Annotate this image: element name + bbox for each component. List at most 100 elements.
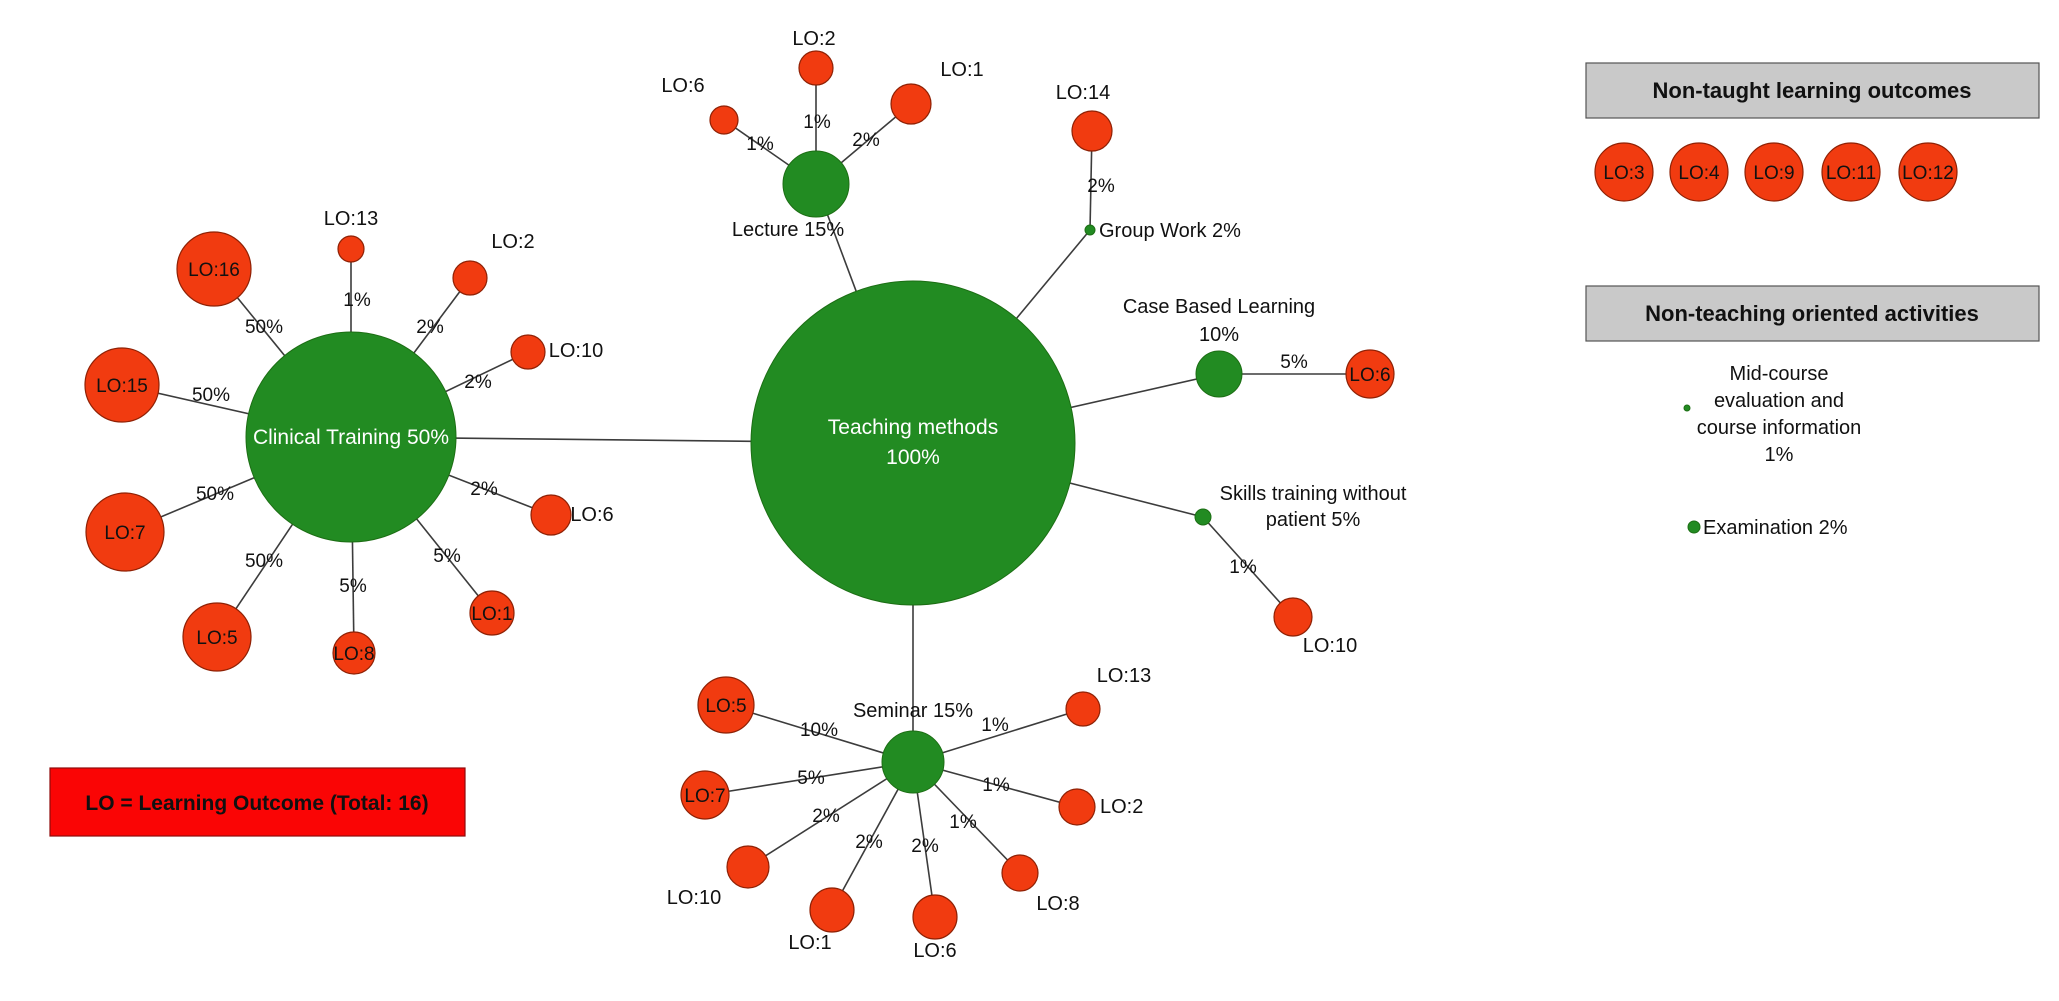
seminar-lo6-label: LO:6	[913, 940, 956, 962]
green-nodes	[245, 150, 1701, 794]
clinical-lo10-pct: 2%	[464, 372, 492, 393]
lecture-lo1-label: LO:1	[940, 59, 983, 81]
casebased-lo6-label: LO:6	[1349, 365, 1390, 386]
teaching-methods-label-line2: 100%	[886, 446, 940, 469]
edge-seminar-lo7	[704, 761, 914, 796]
non-taught-header-box	[1585, 62, 2040, 119]
node-clinical-lo6	[530, 494, 572, 536]
non-teaching-header: Non-teaching oriented activities	[1645, 301, 1979, 326]
clinical-lo10-label: LO:10	[549, 340, 603, 362]
node-clinical-lo16	[176, 231, 252, 307]
node-examination	[1687, 520, 1701, 534]
node-seminar-lo8	[1001, 854, 1039, 892]
nontaught-lo9-label: LO:9	[1753, 163, 1794, 184]
lecture-lo2-label: LO:2	[792, 28, 835, 50]
clinical-lo7-label: LO:7	[104, 523, 145, 544]
node-nontaught-lo9	[1744, 142, 1804, 202]
nontaught-lo12-label: LO:12	[1902, 163, 1954, 184]
seminar-lo5-pct: 10%	[800, 720, 838, 741]
node-clinical-training	[245, 331, 457, 543]
clinical-lo2-pct: 2%	[416, 317, 444, 338]
edge-seminar-lo10	[747, 761, 914, 868]
node-skills-lo10	[1273, 597, 1313, 637]
seminar-lo7-pct: 5%	[797, 768, 825, 789]
casebased-lo6-pct: 5%	[1280, 352, 1308, 373]
node-skills-training	[1194, 508, 1212, 526]
examination-label: Examination 2%	[1703, 517, 1848, 539]
clinical-lo13-label: LO:13	[324, 208, 378, 230]
node-lecture	[782, 150, 850, 218]
seminar-lo8-pct: 1%	[949, 812, 977, 833]
nontaught-lo4-label: LO:4	[1678, 163, 1720, 184]
labels: Teaching methods 100% Clinical Training …	[85, 28, 1978, 962]
node-nontaught-lo4	[1669, 142, 1729, 202]
node-lecture-lo1	[890, 83, 932, 125]
clinical-lo7-pct: 50%	[196, 484, 234, 505]
edge-skills-lo10	[1202, 516, 1294, 618]
clinical-lo6-label: LO:6	[570, 504, 613, 526]
lecture-lo2-pct: 1%	[803, 112, 831, 133]
seminar-lo2-pct: 1%	[982, 775, 1010, 796]
non-teaching-header-box	[1585, 285, 2040, 342]
node-group-work	[1084, 224, 1096, 236]
group-work-label: Group Work 2%	[1099, 220, 1241, 242]
clinical-lo8-label: LO:8	[333, 644, 374, 665]
skills-lo10-label: LO:10	[1303, 635, 1357, 657]
node-seminar-lo10	[726, 845, 770, 889]
node-midcourse-evaluation	[1683, 404, 1691, 412]
node-clinical-lo13	[337, 235, 365, 263]
skills-lo10-pct: 1%	[1229, 557, 1257, 578]
edge-seminar-lo5	[725, 704, 914, 763]
node-seminar-lo1	[809, 887, 855, 933]
nontaught-lo11-label: LO:11	[1826, 163, 1876, 184]
clinical-lo6-pct: 2%	[470, 479, 498, 500]
node-clinical-lo2	[452, 260, 488, 296]
clinical-lo2-label: LO:2	[491, 231, 534, 253]
seminar-lo6-pct: 2%	[911, 836, 939, 857]
node-nontaught-lo11	[1821, 142, 1881, 202]
clinical-training-label: Clinical Training 50%	[253, 426, 449, 449]
clinical-lo1-label: LO:1	[471, 604, 512, 625]
node-nontaught-lo3	[1594, 142, 1654, 202]
node-lecture-lo2	[798, 50, 834, 86]
clinical-lo15-pct: 50%	[192, 385, 230, 406]
clinical-lo5-pct: 50%	[245, 551, 283, 572]
node-seminar-lo13	[1065, 691, 1101, 727]
clinical-lo5-label: LO:5	[196, 628, 237, 649]
node-seminar-lo7	[680, 770, 730, 820]
midcourse-label-line1: Mid-course	[1730, 363, 1829, 385]
groupwork-lo14-pct: 2%	[1087, 176, 1115, 197]
node-clinical-lo1	[469, 590, 515, 636]
seminar-lo13-label: LO:13	[1097, 665, 1151, 687]
midcourse-label-line4: 1%	[1765, 444, 1794, 466]
non-taught-header: Non-taught learning outcomes	[1653, 78, 1972, 103]
clinical-lo16-label: LO:16	[188, 260, 240, 281]
seminar-lo10-pct: 2%	[812, 806, 840, 827]
nontaught-lo3-label: LO:3	[1603, 163, 1644, 184]
node-seminar-lo2	[1058, 788, 1096, 826]
node-clinical-lo5	[182, 602, 252, 672]
groupwork-lo14-label: LO:14	[1056, 82, 1110, 104]
seminar-lo10-label: LO:10	[667, 887, 721, 909]
node-groupwork-lo14	[1071, 110, 1113, 152]
clinical-lo16-pct: 50%	[245, 317, 283, 338]
skills-label-line2: patient 5%	[1266, 509, 1361, 531]
skills-label-line1: Skills training without	[1220, 483, 1407, 505]
lecture-label: Lecture 15%	[732, 219, 845, 241]
clinical-lo15-label: LO:15	[96, 376, 148, 397]
node-seminar-lo5	[697, 676, 755, 734]
seminar-lo1-label: LO:1	[788, 932, 831, 954]
node-casebased-lo6	[1345, 349, 1395, 399]
node-lecture-lo6	[709, 105, 739, 135]
node-case-based-learning	[1195, 350, 1243, 398]
lecture-lo6-label: LO:6	[661, 75, 704, 97]
clinical-lo13-pct: 1%	[343, 290, 371, 311]
seminar-lo2-label: LO:2	[1100, 796, 1143, 818]
midcourse-label-line3: course information	[1697, 417, 1862, 439]
clinical-lo8-pct: 5%	[339, 576, 367, 597]
seminar-label: Seminar 15%	[853, 700, 973, 722]
lecture-lo1-pct: 2%	[852, 130, 880, 151]
seminar-lo8-label: LO:8	[1036, 893, 1079, 915]
seminar-lo5-label: LO:5	[705, 696, 746, 717]
